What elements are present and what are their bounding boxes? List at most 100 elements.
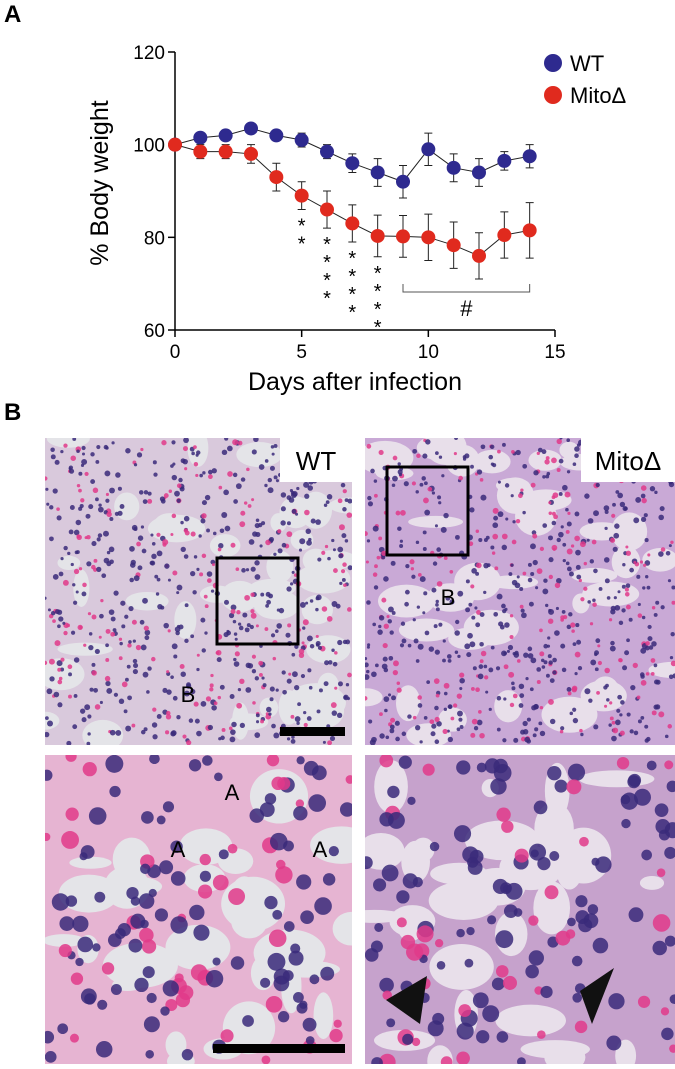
nucleus: [434, 705, 439, 711]
legend-label: MitoΔ: [570, 83, 627, 108]
nucleus: [449, 599, 455, 605]
nucleus: [646, 585, 651, 590]
nucleus: [81, 591, 87, 597]
nucleus: [264, 793, 277, 805]
nucleus: [501, 533, 508, 540]
nucleus: [527, 562, 532, 567]
nucleus: [201, 513, 207, 519]
nucleus: [176, 715, 181, 720]
nucleus: [254, 676, 260, 681]
nucleus: [109, 516, 114, 521]
nucleus: [298, 652, 305, 658]
nucleus: [328, 845, 339, 857]
nucleus: [618, 620, 624, 626]
nucleus: [567, 763, 586, 781]
nucleus: [625, 545, 629, 549]
airspace: [45, 934, 85, 947]
nucleus: [227, 843, 238, 854]
nucleus: [182, 734, 187, 739]
nucleus: [668, 544, 672, 548]
nucleus: [492, 878, 508, 894]
nucleus: [479, 659, 484, 664]
nucleus: [574, 446, 580, 452]
nucleus: [575, 564, 581, 570]
nucleus: [446, 654, 452, 659]
nucleus: [654, 490, 658, 495]
nucleus: [87, 714, 92, 719]
nucleus: [562, 558, 566, 563]
nucleus: [476, 469, 483, 475]
nucleus: [219, 528, 225, 534]
nucleus: [50, 454, 56, 460]
nucleus: [620, 792, 638, 810]
nucleus: [458, 717, 463, 722]
nucleus: [246, 467, 250, 472]
nucleus: [227, 445, 233, 452]
panel-label: B: [4, 399, 21, 426]
nucleus: [595, 482, 600, 488]
nucleus: [542, 475, 546, 479]
nucleus: [411, 1037, 421, 1047]
structure-label: A: [225, 780, 240, 805]
nucleus: [49, 676, 55, 682]
nucleus: [610, 640, 615, 646]
nucleus: [141, 939, 157, 954]
nucleus: [211, 468, 217, 474]
nucleus: [566, 687, 572, 692]
nucleus: [221, 511, 228, 518]
nucleus: [128, 938, 143, 953]
nucleus: [419, 576, 426, 583]
nucleus: [243, 501, 248, 505]
airspace: [365, 688, 383, 707]
nucleus: [126, 886, 139, 900]
nucleus: [612, 727, 619, 734]
nucleus: [589, 622, 594, 626]
nucleus: [214, 772, 223, 782]
nucleus: [161, 440, 167, 446]
nucleus: [296, 721, 300, 725]
nucleus: [670, 540, 674, 544]
nucleus: [321, 606, 328, 612]
nucleus: [154, 908, 169, 922]
data-point: [244, 121, 258, 136]
nucleus: [465, 607, 471, 613]
nucleus: [324, 544, 329, 549]
nucleus: [337, 546, 344, 553]
nucleus: [183, 438, 189, 444]
nucleus: [242, 1015, 254, 1027]
nucleus: [593, 510, 599, 517]
nucleus: [545, 603, 549, 608]
data-point: [446, 238, 461, 253]
nucleus: [233, 499, 238, 504]
nucleus: [574, 672, 578, 676]
nucleus: [559, 729, 564, 734]
nucleus: [430, 731, 436, 737]
nucleus: [58, 616, 64, 622]
nucleus: [217, 695, 221, 700]
nucleus: [205, 696, 212, 702]
nucleus: [323, 681, 329, 687]
nucleus: [530, 482, 536, 488]
nucleus: [508, 572, 513, 577]
nucleus: [273, 552, 277, 556]
bracket-label: #: [460, 296, 473, 321]
nucleus: [643, 513, 648, 518]
nucleus: [95, 497, 99, 502]
nucleus: [566, 521, 572, 527]
nucleus: [640, 647, 647, 654]
nucleus: [521, 612, 527, 619]
nucleus: [392, 455, 398, 461]
data-point: [193, 144, 208, 159]
nucleus: [54, 640, 61, 647]
nucleus: [493, 611, 499, 617]
nucleus: [286, 521, 291, 526]
nucleus: [382, 642, 388, 649]
nucleus: [475, 687, 480, 693]
nucleus: [191, 451, 195, 456]
nucleus: [307, 485, 314, 491]
nucleus: [67, 551, 71, 556]
nucleus: [476, 562, 482, 569]
nucleus: [501, 544, 508, 551]
nucleus: [306, 540, 312, 546]
nucleus: [204, 494, 211, 501]
